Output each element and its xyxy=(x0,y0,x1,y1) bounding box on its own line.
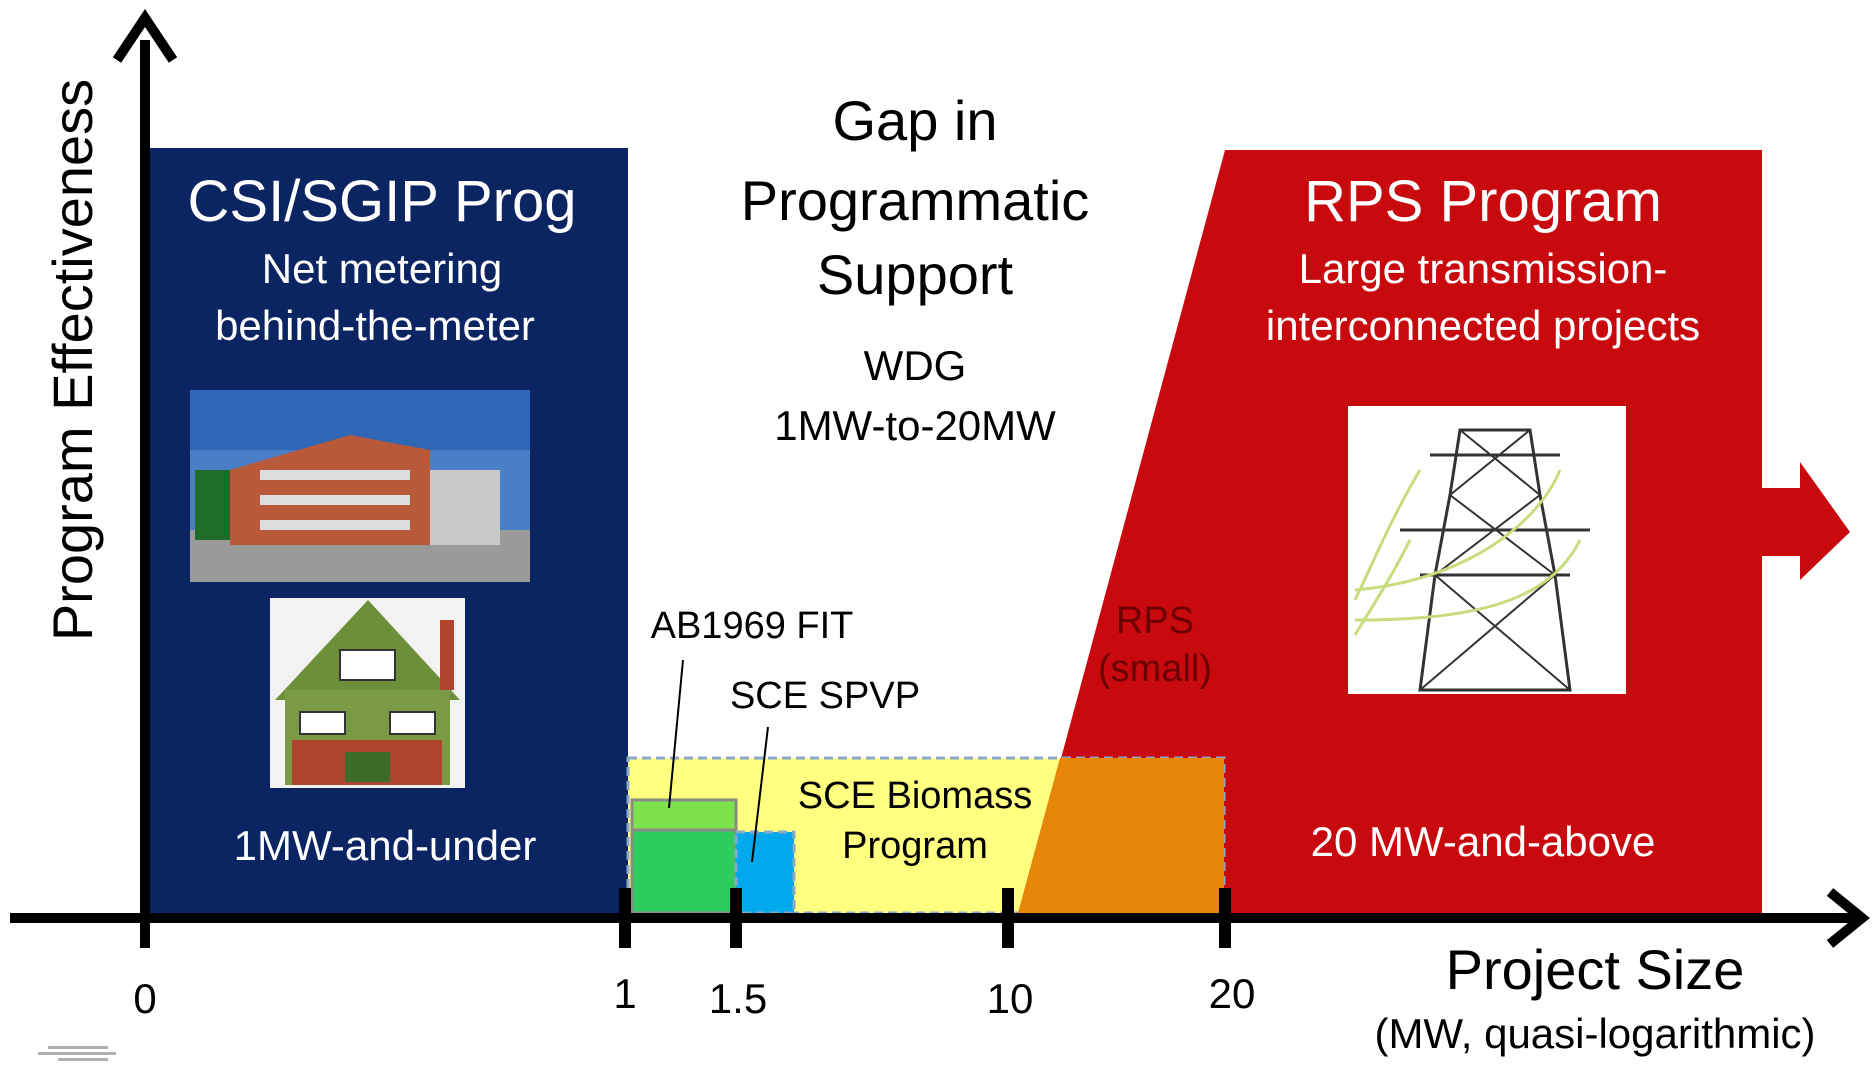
tick-label-10: 10 xyxy=(986,975,1034,1022)
house-photo-icon xyxy=(270,598,465,788)
logo-icon xyxy=(38,1046,116,1061)
ab1969-fit-box-light xyxy=(630,798,738,834)
spvp-leader-line xyxy=(751,726,769,863)
csi-sgip-line1: Net metering xyxy=(261,245,503,292)
gap-line2: Programmatic xyxy=(740,169,1090,232)
spvp-label: SCE SPVP xyxy=(729,675,921,717)
x-axis-sublabel: (MW, quasi-logarithmic) xyxy=(1374,1010,1816,1057)
wdg-label: WDG xyxy=(863,342,967,389)
rps-small-label-1: RPS xyxy=(1115,600,1195,642)
rps-line2: interconnected projects xyxy=(1265,302,1701,349)
csi-sgip-title: CSI/SGIP Prog xyxy=(187,169,577,234)
y-axis-arrowhead xyxy=(112,8,178,63)
sce-spvp-box xyxy=(734,830,796,915)
tick-label-1: 1 xyxy=(613,970,637,1017)
right-arrow-icon xyxy=(1758,462,1850,580)
rps-line1: Large transmission- xyxy=(1298,245,1668,292)
rps-small-overlap xyxy=(1018,758,1224,913)
biomass-label-1: SCE Biomass xyxy=(797,775,1033,817)
ab1969-leader-line xyxy=(668,659,684,809)
rps-title: RPS Program xyxy=(1304,169,1662,234)
csi-sgip-line2: behind-the-meter xyxy=(215,302,535,349)
rps-range: 20 MW-and-above xyxy=(1310,818,1656,865)
csi-sgip-range: 1MW-and-under xyxy=(233,822,537,869)
building-photo-icon xyxy=(190,390,530,582)
x-axis-label: Project Size xyxy=(1445,938,1745,1001)
transmission-tower-icon xyxy=(1348,406,1626,694)
gap-line3: Support xyxy=(816,243,1014,306)
biomass-label-2: Program xyxy=(842,825,988,867)
tick-label-1-5: 1.5 xyxy=(708,975,768,1022)
tick-label-20: 20 xyxy=(1208,970,1256,1017)
tick-label-0: 0 xyxy=(133,975,157,1022)
x-axis-arrowhead xyxy=(1826,888,1870,948)
gap-line1: Gap in xyxy=(832,89,998,152)
ab1969-label: AB1969 FIT xyxy=(650,605,854,647)
y-axis-label: Program Effectiveness xyxy=(41,78,104,642)
wdg-range: 1MW-to-20MW xyxy=(774,402,1056,449)
ab1969-fit-box xyxy=(630,828,738,915)
rps-small-label-2: (small) xyxy=(1098,648,1212,690)
